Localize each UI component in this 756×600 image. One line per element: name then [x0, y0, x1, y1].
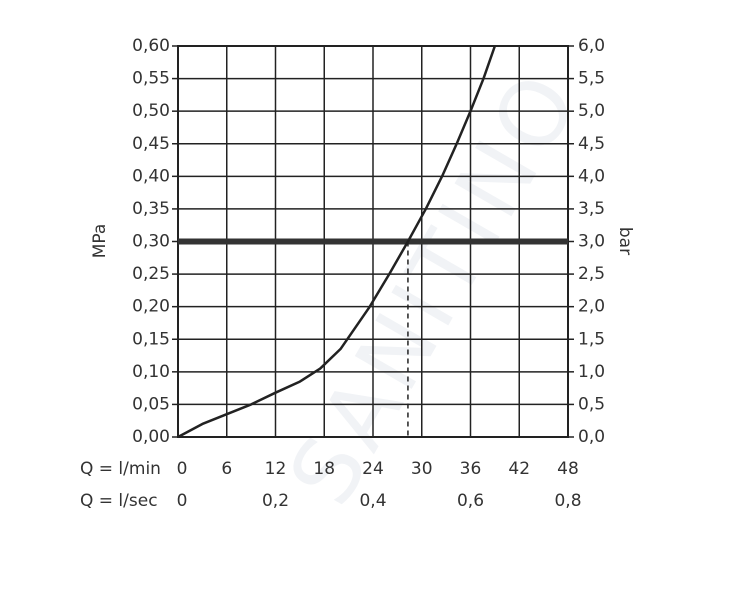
y2-tick-label: 5,0 [578, 101, 605, 121]
curve [177, 45, 497, 439]
y2-tick-label: 0,5 [578, 394, 605, 414]
x-tick-label: 36 [460, 459, 482, 479]
x2-tick-label: 0,2 [262, 491, 289, 511]
y2-tick-label: 5,5 [578, 69, 605, 89]
y-tick-label: 0,45 [132, 134, 170, 154]
y-tick-label: 0,40 [132, 166, 170, 186]
y2-tick-label: 3,0 [578, 232, 605, 252]
y2-tick-label: 1,5 [578, 329, 605, 349]
y2-tick-label: 3,5 [578, 199, 605, 219]
y-tick-label: 0,50 [132, 101, 170, 121]
x-tick-label: 24 [362, 459, 384, 479]
y2-axis-label: bar [615, 227, 635, 255]
x-tick-label: 18 [313, 459, 335, 479]
y-tick-label: 0,25 [132, 264, 170, 284]
x-tick-label: 30 [411, 459, 433, 479]
y-tick-label: 0,00 [132, 427, 170, 447]
x-tick-label: 12 [265, 459, 287, 479]
y-tick-label: 0,20 [132, 297, 170, 317]
x2-tick-label: 0,8 [554, 491, 581, 511]
y-axis-label: MPa [90, 224, 110, 259]
y-tick-label: 0,55 [132, 69, 170, 89]
x-tick-label: 42 [508, 459, 530, 479]
y-tick-label: 0,60 [132, 36, 170, 56]
y2-tick-label: 2,5 [578, 264, 605, 284]
y2-tick-label: 0,0 [578, 427, 605, 447]
x-tick-label: 0 [177, 459, 188, 479]
watermark: SANITINO [269, 52, 601, 522]
y2-tick-label: 4,0 [578, 166, 605, 186]
x-tick-label: 6 [221, 459, 232, 479]
x2-tick-label: 0,6 [457, 491, 484, 511]
y2-tick-label: 6,0 [578, 36, 605, 56]
x2-tick-label: 0,4 [359, 491, 386, 511]
y2-tick-label: 2,0 [578, 297, 605, 317]
x2-axis-label: Q = l/sec [80, 491, 158, 511]
x-axis-label: Q = l/min [80, 459, 161, 479]
y2-tick-label: 4,5 [578, 134, 605, 154]
y-tick-label: 0,05 [132, 394, 170, 414]
y-tick-label: 0,35 [132, 199, 170, 219]
y-tick-label: 0,30 [132, 232, 170, 252]
y-tick-label: 0,10 [132, 362, 170, 382]
x2-tick-label: 0 [177, 491, 188, 511]
y-tick-label: 0,15 [132, 329, 170, 349]
x-tick-label: 48 [557, 459, 579, 479]
y2-tick-label: 1,0 [578, 362, 605, 382]
